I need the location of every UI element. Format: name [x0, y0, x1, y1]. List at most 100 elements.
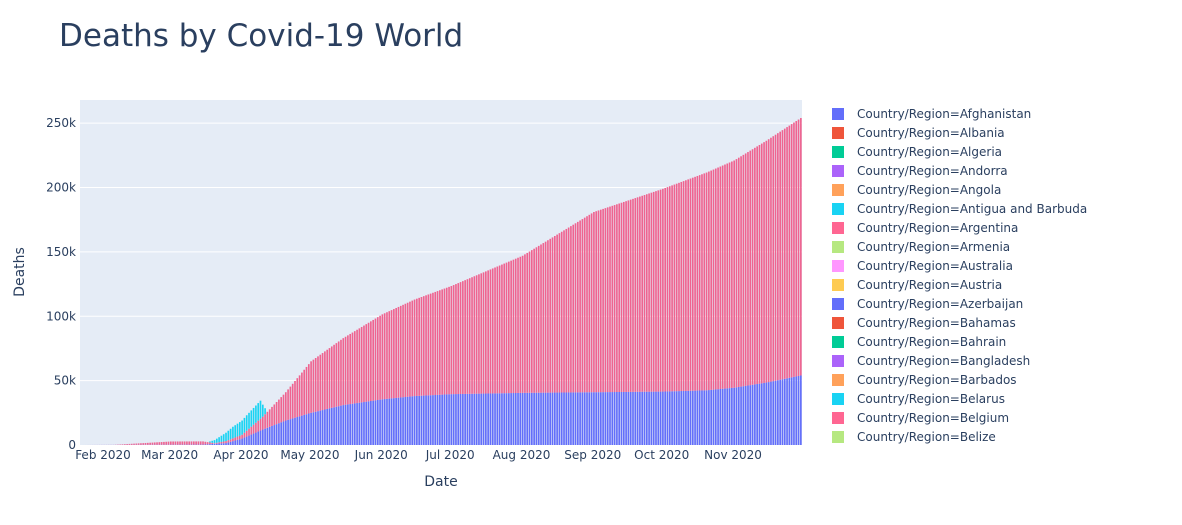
bar-afghanistan: [402, 397, 404, 445]
bar-afghanistan: [287, 419, 289, 445]
bar-belgium: [397, 306, 400, 398]
x-tick-label: Feb 2020: [75, 448, 131, 462]
bar-belgium: [542, 243, 545, 393]
bar-afghanistan: [611, 392, 614, 445]
legend-item[interactable]: Country/Region=Bangladesh: [832, 354, 1030, 368]
bar-belgium: [770, 137, 772, 382]
bar-belgium: [579, 220, 581, 393]
bar-belgium: [556, 234, 558, 393]
bar-belgium: [728, 162, 731, 389]
y-tick-label: 50k: [54, 374, 76, 388]
legend-item[interactable]: Country/Region=Afghanistan: [832, 107, 1031, 121]
bar-belgium: [441, 289, 443, 395]
bar-belgium: [209, 442, 211, 445]
legend-item[interactable]: Country/Region=Antigua and Barbuda: [832, 202, 1087, 216]
bar-afghanistan: [376, 399, 379, 445]
bar-afghanistan: [790, 377, 793, 445]
bar-afghanistan: [374, 400, 377, 445]
bar-belarus: [232, 426, 234, 439]
bar-afghanistan: [698, 390, 701, 445]
bar-belgium: [425, 295, 427, 396]
bar-belgium: [165, 441, 168, 445]
bar-afghanistan: [455, 394, 457, 445]
legend-swatch: [832, 108, 844, 120]
bar-afghanistan: [291, 418, 294, 445]
bar-afghanistan: [756, 384, 758, 445]
bar-afghanistan: [296, 417, 299, 445]
bar-afghanistan: [760, 383, 763, 445]
bar-belgium: [255, 422, 257, 433]
bar-belarus: [229, 428, 232, 440]
legend-item[interactable]: Country/Region=Angola: [832, 183, 1001, 197]
bar-afghanistan: [220, 443, 223, 445]
bar-afghanistan: [448, 394, 450, 445]
legend[interactable]: Country/Region=Afghanistan Country/Region…: [832, 107, 1087, 444]
bar-afghanistan: [616, 392, 618, 445]
bar-afghanistan: [399, 397, 402, 445]
bar-belgium: [627, 200, 630, 392]
legend-item[interactable]: Country/Region=Azerbaijan: [832, 297, 1023, 311]
bar-belgium: [754, 147, 756, 385]
bar-afghanistan: [659, 391, 662, 445]
bar-belgium: [694, 176, 696, 391]
bar-belgium: [565, 228, 568, 393]
legend-item[interactable]: Country/Region=Bahamas: [832, 316, 1016, 330]
bar-afghanistan: [703, 390, 706, 445]
y-axis-label: Deaths: [12, 247, 28, 297]
bar-afghanistan: [307, 413, 310, 445]
legend-item[interactable]: Country/Region=Andorra: [832, 164, 1008, 178]
bar-belgium: [130, 443, 133, 445]
legend-item[interactable]: Country/Region=Argentina: [832, 221, 1018, 235]
bar-afghanistan: [540, 392, 542, 445]
bar-belgium: [282, 394, 285, 422]
bar-afghanistan: [574, 392, 577, 445]
bar-belgium: [273, 404, 276, 426]
bar-belgium: [517, 257, 519, 393]
bar-afghanistan: [478, 393, 480, 445]
bar-afghanistan: [740, 386, 742, 445]
bar-belgium: [800, 118, 802, 376]
bar-belgium: [751, 149, 754, 385]
bar-belgium: [252, 424, 255, 434]
bar-afghanistan: [576, 392, 579, 445]
bar-belgium: [537, 245, 540, 393]
bar-afghanistan: [694, 390, 696, 445]
bar-afghanistan: [517, 392, 519, 445]
bar-afghanistan: [229, 441, 232, 445]
bar-belgium: [455, 284, 457, 395]
bar-belgium: [774, 134, 777, 381]
bar-belgium: [485, 271, 487, 394]
legend-item[interactable]: Country/Region=Armenia: [832, 240, 1010, 254]
bar-afghanistan: [655, 391, 657, 445]
legend-item[interactable]: Country/Region=Belarus: [832, 392, 1005, 406]
bar-belgium: [763, 142, 765, 383]
bar-belarus: [234, 425, 237, 438]
bar-afghanistan: [648, 391, 650, 445]
legend-item[interactable]: Country/Region=Austria: [832, 278, 1002, 292]
bar-belgium: [747, 152, 749, 386]
bar-afghanistan: [622, 391, 625, 445]
bar-afghanistan: [344, 404, 347, 445]
legend-item[interactable]: Country/Region=Australia: [832, 259, 1013, 273]
legend-item[interactable]: Country/Region=Belgium: [832, 411, 1009, 425]
legend-item[interactable]: Country/Region=Barbados: [832, 373, 1017, 387]
legend-item[interactable]: Country/Region=Algeria: [832, 145, 1002, 159]
legend-label: Country/Region=Azerbaijan: [857, 297, 1023, 311]
legend-item[interactable]: Country/Region=Albania: [832, 126, 1005, 140]
bar-belgium: [521, 255, 524, 393]
bar-afghanistan: [751, 384, 754, 445]
legend-item[interactable]: Country/Region=Belize: [832, 430, 996, 444]
bar-belgium: [241, 434, 243, 439]
legend-label: Country/Region=Argentina: [857, 221, 1018, 235]
bar-belgium: [443, 288, 446, 395]
legend-item[interactable]: Country/Region=Bahrain: [832, 335, 1006, 349]
bar-belgium: [342, 338, 345, 406]
bar-belgium: [393, 309, 395, 399]
bar-belgium: [229, 439, 232, 442]
bar-series-group: [82, 118, 802, 445]
bar-afghanistan: [475, 393, 478, 445]
bar-afghanistan: [273, 425, 276, 445]
bar-afghanistan: [468, 393, 471, 445]
bar-belgium: [390, 310, 393, 399]
bar-belgium: [576, 221, 579, 393]
